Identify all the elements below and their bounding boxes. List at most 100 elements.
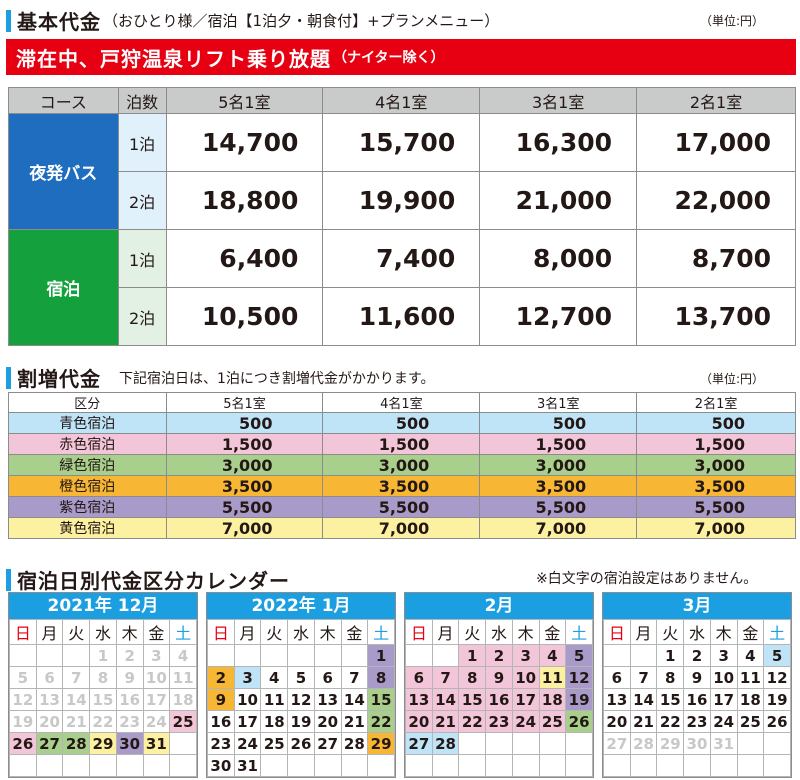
header-3-per-room: 3名1室 bbox=[479, 392, 638, 413]
calendar-day: 23 bbox=[683, 710, 711, 733]
surcharge-value: 5,500 bbox=[479, 496, 638, 518]
weekday-label: 水 bbox=[485, 619, 513, 645]
calendar-day: 10 bbox=[511, 666, 540, 689]
price-cell: 17,000 bbox=[636, 113, 796, 172]
surcharge-value: 3,000 bbox=[165, 454, 324, 476]
calendar-day: 12 bbox=[565, 666, 593, 689]
calendar-day: 12 bbox=[9, 688, 37, 711]
table-row: 黄色宿泊 7,000 7,000 7,000 7,000 bbox=[8, 517, 796, 539]
price-cell: 10,500 bbox=[165, 287, 324, 346]
empty-day bbox=[603, 754, 631, 777]
weekday-row: 日月火水木金土 bbox=[207, 619, 395, 645]
week-row: 6 7 8 9 10 11 12 bbox=[405, 666, 593, 689]
calendar-day: 21 bbox=[431, 710, 460, 733]
calendar-day: 20 bbox=[35, 710, 64, 733]
empty-day bbox=[683, 754, 711, 777]
calendar-day: 7 bbox=[340, 666, 369, 689]
calendar-day: 16 bbox=[485, 688, 513, 711]
calendar-month: 2021年 12月日月火水木金土 1 2 3 4 5 6 7 8 9 10 11 12 13 14 15 16 1… bbox=[8, 592, 198, 778]
price-cell: 14,700 bbox=[165, 113, 324, 172]
empty-day bbox=[260, 754, 289, 777]
empty-day bbox=[603, 644, 631, 667]
weekday-label: 月 bbox=[431, 619, 460, 645]
weekday-label: 水 bbox=[683, 619, 711, 645]
calendar-day: 8 bbox=[656, 666, 685, 689]
calendar-month: 3月日月火水木金土 1 2 3 4 5 6 7 8 9 10 11 12 13 14 15 16 17 18 19 20… bbox=[602, 592, 792, 778]
weekday-label: 木 bbox=[709, 619, 738, 645]
empty-day bbox=[62, 754, 91, 777]
lift-banner-note: （ナイター除く） bbox=[333, 50, 445, 66]
calendar-month-title: 2月 bbox=[405, 593, 593, 619]
surcharge-value: 7,000 bbox=[479, 517, 638, 539]
header-2-per-room: 2名1室 bbox=[636, 87, 796, 114]
calendar-day: 9 bbox=[683, 666, 711, 689]
table-row: 宿泊 1泊 6,400 7,400 8,000 8,700 bbox=[8, 229, 796, 346]
weekday-label: 木 bbox=[511, 619, 540, 645]
calendar-day: 3 bbox=[142, 644, 171, 667]
weekday-label: 水 bbox=[287, 619, 315, 645]
price-cell: 8,000 bbox=[479, 229, 638, 288]
header-course: コース bbox=[8, 87, 119, 114]
empty-day bbox=[629, 644, 658, 667]
week-row: 13 14 15 16 17 18 19 bbox=[603, 688, 791, 711]
surcharge-value: 5,500 bbox=[165, 496, 324, 518]
calendar-day: 27 bbox=[405, 732, 433, 755]
basic-header-row: コース 泊数 5名1室 4名1室 3名1室 2名1室 bbox=[8, 87, 796, 114]
calendar-day: 2 bbox=[207, 666, 235, 689]
empty-day bbox=[511, 732, 540, 755]
empty-day bbox=[763, 732, 791, 755]
calendar-day: 8 bbox=[458, 666, 487, 689]
weekday-label: 火 bbox=[656, 619, 685, 645]
calendar-day: 22 bbox=[89, 710, 117, 733]
surcharge-value: 7,000 bbox=[165, 517, 324, 539]
empty-day bbox=[35, 644, 64, 667]
surcharge-category: 橙色宿泊 bbox=[8, 475, 167, 497]
weekday-label: 土 bbox=[169, 619, 197, 645]
price-cell: 18,800 bbox=[165, 171, 324, 230]
empty-day bbox=[169, 754, 197, 777]
calendar-day: 13 bbox=[313, 688, 342, 711]
calendar-day: 14 bbox=[340, 688, 369, 711]
table-row: 夜発バス 1泊 14,700 15,700 16,300 17,000 bbox=[8, 113, 796, 230]
week-row: 5 6 7 8 9 10 11 bbox=[9, 666, 197, 689]
header-nights: 泊数 bbox=[117, 87, 167, 114]
calendar-day: 17 bbox=[142, 688, 171, 711]
calendar-day: 26 bbox=[565, 710, 593, 733]
calendar-day: 18 bbox=[169, 688, 197, 711]
weekday-label: 水 bbox=[89, 619, 117, 645]
calendar-day: 19 bbox=[763, 688, 791, 711]
calendar-day: 8 bbox=[89, 666, 117, 689]
basic-price-heading: 基本代金 （おひとり様／宿泊【1泊夕・朝食付】+プランメニュー） bbox=[6, 6, 499, 35]
calendar-day: 4 bbox=[538, 644, 567, 667]
calendar-day: 2 bbox=[485, 644, 513, 667]
empty-day bbox=[9, 754, 37, 777]
empty-day bbox=[565, 754, 593, 777]
calendar-day: 19 bbox=[565, 688, 593, 711]
calendar-day: 13 bbox=[405, 688, 433, 711]
weekday-row: 日月火水木金土 bbox=[405, 619, 593, 645]
surcharge-value: 5,500 bbox=[322, 496, 481, 518]
empty-day bbox=[458, 732, 487, 755]
calendar-day: 22 bbox=[458, 710, 487, 733]
weekday-label: 木 bbox=[313, 619, 342, 645]
course-night-bus: 夜発バス bbox=[8, 113, 119, 230]
header-4-per-room: 4名1室 bbox=[322, 87, 481, 114]
week-row: 27 28 bbox=[405, 732, 593, 755]
week-row: 6 7 8 9 10 11 12 bbox=[603, 666, 791, 689]
calendar-day: 5 bbox=[763, 644, 791, 667]
calendar-day: 6 bbox=[603, 666, 631, 689]
empty-day bbox=[485, 732, 513, 755]
header-category: 区分 bbox=[8, 392, 167, 413]
calendar-day: 15 bbox=[656, 688, 685, 711]
empty-day bbox=[340, 644, 369, 667]
surcharge-category: 青色宿泊 bbox=[8, 412, 167, 434]
calendar-day: 1 bbox=[656, 644, 685, 667]
calendar-day: 9 bbox=[207, 688, 235, 711]
basic-price-subtitle: （おひとり様／宿泊【1泊夕・朝食付】+プランメニュー） bbox=[103, 12, 500, 30]
surcharge-value: 3,000 bbox=[322, 454, 481, 476]
table-row: 2泊 10,500 11,600 12,700 13,700 bbox=[9, 287, 796, 346]
empty-day bbox=[565, 732, 593, 755]
